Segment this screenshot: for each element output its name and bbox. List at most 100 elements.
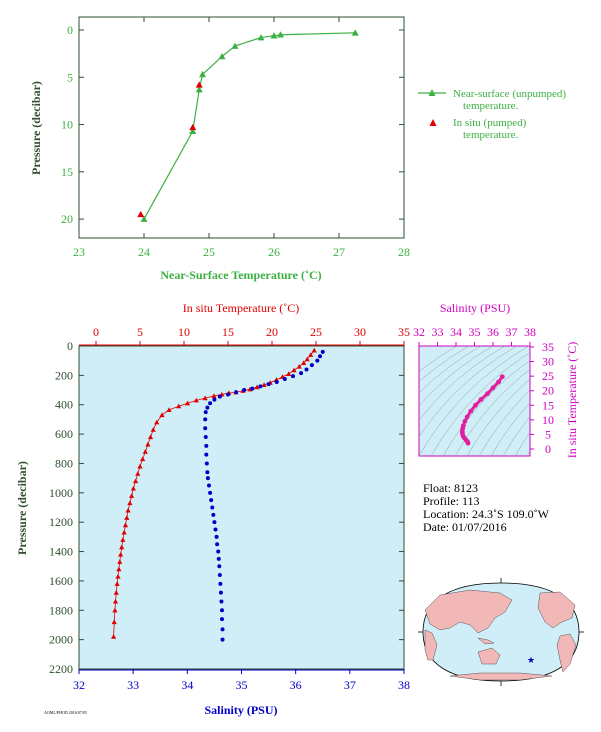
- profile-plot-frame: [78, 345, 405, 670]
- map-land-north-america: [537, 591, 576, 629]
- salinity-point: [220, 617, 224, 622]
- temperature-point: [112, 598, 119, 604]
- near-surface-ytick-label: 0: [67, 23, 73, 37]
- ts-ytick-label: 30: [542, 355, 554, 369]
- pumped-temperature-point: [189, 123, 197, 131]
- temperature-point: [122, 522, 129, 528]
- legend-marker-unpumped: [428, 89, 436, 96]
- salinity-point: [212, 397, 217, 402]
- temperature-point: [254, 384, 260, 390]
- near-surface-xtick-label: 28: [398, 245, 410, 259]
- salinity-point: [211, 512, 216, 517]
- salinity-point: [266, 382, 271, 387]
- map-land-indonesia: [477, 637, 495, 645]
- legend-label-unpumped-1: Near-surface (unpumped): [453, 88, 566, 100]
- salinity-point: [203, 410, 208, 415]
- temperature-point: [113, 590, 119, 595]
- density-contour: [442, 360, 530, 456]
- ts-xtick-label: 34: [450, 325, 462, 339]
- salinity-point: [204, 443, 209, 448]
- pressure-tick-label: 2200: [49, 662, 73, 676]
- map-land-south-america: [556, 633, 577, 673]
- density-contour: [502, 415, 530, 456]
- temperature-point: [308, 352, 314, 357]
- location: Location: 24.3˚S 109.0˚W: [423, 507, 550, 521]
- temperature-point: [119, 544, 125, 550]
- temperature-point: [311, 347, 317, 353]
- map-land-eurasia: [424, 589, 513, 634]
- salinity-tick-label: 33: [127, 678, 139, 692]
- unpumped-temperature-point: [277, 31, 284, 38]
- salinity-point: [203, 426, 208, 431]
- pressure-tick-label: 200: [55, 368, 73, 382]
- near-surface-ylabel: Pressure (decibar): [29, 81, 43, 175]
- ts-xtick-label: 35: [469, 325, 481, 339]
- salinity-point: [318, 354, 323, 359]
- salinity-point: [203, 435, 208, 440]
- temperature-point: [176, 403, 182, 409]
- salinity-point: [207, 483, 211, 488]
- temperature-tick-label: 10: [178, 325, 190, 339]
- pumped-temperature-point: [137, 210, 145, 218]
- temperature-point: [121, 529, 127, 535]
- temperature-tick-label: 5: [137, 325, 143, 339]
- density-contour: [419, 346, 482, 394]
- salinity-point: [304, 367, 309, 372]
- ts-title: Salinity (PSU): [440, 301, 510, 315]
- profile-number: Profile: 113: [423, 494, 480, 508]
- density-contour: [490, 402, 530, 456]
- temperature-point: [202, 395, 208, 401]
- temperature-point: [129, 493, 135, 498]
- salinity-point: [205, 476, 210, 481]
- legend-label-unpumped-2: temperature.: [463, 100, 519, 112]
- temperature-point: [286, 371, 292, 376]
- temperature-point: [116, 566, 122, 572]
- density-contour: [514, 431, 530, 456]
- profile-ylabel: Pressure (decibar): [15, 461, 29, 555]
- unpumped-temperature-point: [189, 127, 197, 134]
- salinity-tick-label: 36: [290, 678, 302, 692]
- ts-ytick-label: 15: [542, 398, 554, 412]
- salinity-point: [216, 549, 221, 554]
- density-contour: [419, 346, 494, 407]
- temperature-point: [111, 634, 117, 639]
- temperature-point: [166, 407, 172, 412]
- temperature-point: [147, 434, 154, 440]
- pressure-tick-label: 1600: [49, 574, 73, 588]
- ts-xtick-label: 37: [506, 325, 518, 339]
- near-surface-xtick-label: 24: [138, 245, 150, 259]
- temperature-point: [159, 412, 165, 418]
- unpumped-temperature-point: [351, 29, 359, 36]
- salinity-point: [258, 384, 263, 389]
- salinity-tick-label: 38: [398, 678, 410, 692]
- temperature-point: [261, 382, 267, 387]
- salinity-point: [217, 394, 222, 399]
- salinity-axis-label: Salinity (PSU): [204, 703, 277, 717]
- density-contour: [478, 389, 530, 456]
- temperature-point: [142, 449, 148, 454]
- salinity-tick-label: 32: [73, 678, 85, 692]
- unpumped-temperature-point: [218, 52, 226, 60]
- ts-xtick-label: 33: [432, 325, 444, 339]
- ts-ytick-label: 10: [542, 413, 554, 427]
- temperature-point: [137, 463, 143, 469]
- pressure-tick-label: 2000: [49, 633, 73, 647]
- location-map: ★: [418, 578, 584, 686]
- temperature-point: [140, 456, 146, 462]
- salinity-point: [205, 470, 210, 475]
- salinity-point: [210, 505, 215, 510]
- pressure-tick-label: 0: [67, 339, 73, 353]
- salinity-point: [217, 573, 222, 578]
- profile-panel: 0 5 10 15 20 25 30 35 32 33 34 35 36 37 38 0 200 400 600…: [15, 301, 410, 717]
- temperature-point: [291, 367, 297, 373]
- salinity-point: [242, 388, 247, 393]
- near-surface-legend: Near-surface (unpumped) temperature. In …: [418, 88, 566, 141]
- near-surface-xlabel: Near-Surface Temperature (˚C): [160, 268, 321, 282]
- temperature-point: [120, 537, 126, 542]
- density-contour: [419, 346, 530, 456]
- map-land-australia: [477, 647, 501, 665]
- ts-ytick-label: 0: [545, 442, 551, 456]
- pressure-tick-label: 400: [55, 398, 73, 412]
- unpumped-temperature-point: [140, 215, 148, 222]
- salinity-point: [215, 542, 220, 547]
